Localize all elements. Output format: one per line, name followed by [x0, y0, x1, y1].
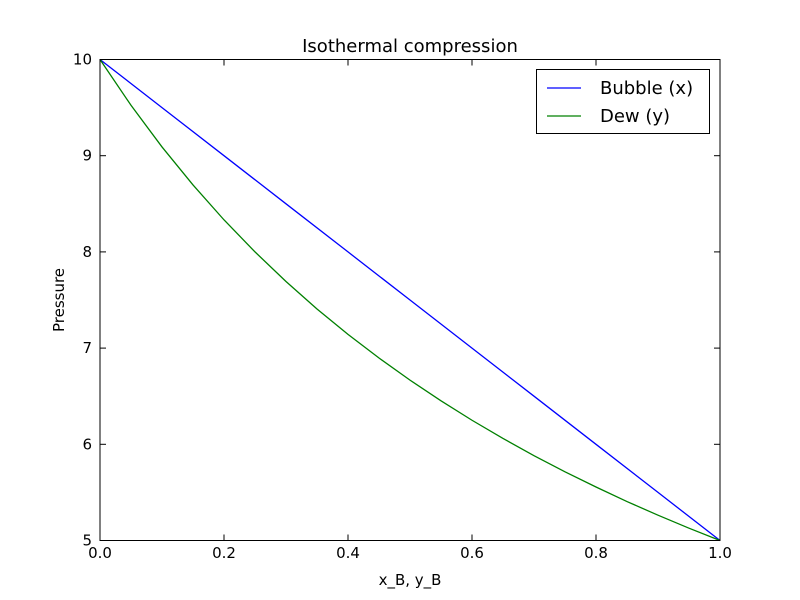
- y-tick-label: 6: [82, 435, 92, 453]
- series-line-dew: [99, 59, 721, 542]
- y-tick-label: 5: [82, 532, 92, 550]
- legend-label: Dew (y): [600, 106, 670, 127]
- x-tick-label: 0.4: [336, 544, 360, 562]
- y-tick-label: 7: [82, 339, 92, 357]
- x-axis-label: x_B, y_B: [379, 571, 442, 590]
- x-tick-label: 0.8: [584, 544, 608, 562]
- x-tick-label: 0.2: [212, 544, 236, 562]
- ticks-layer: 0.0 0.2 0.4 0.6 0.8 1.0 5 6 7 8 9 10: [73, 51, 732, 563]
- x-tick-label: 1.0: [708, 544, 732, 562]
- legend-label: Bubble (x): [600, 78, 693, 99]
- legend: Bubble (x) Dew (y): [536, 69, 710, 134]
- y-tick-label: 9: [82, 147, 92, 165]
- x-tick-label: 0.0: [88, 544, 112, 562]
- chart-title: Isothermal compression: [302, 36, 518, 57]
- x-tick-label: 0.6: [460, 544, 484, 562]
- y-tick-label: 8: [82, 243, 92, 261]
- y-tick-label: 10: [73, 51, 92, 69]
- y-axis-label: Pressure: [50, 268, 68, 332]
- legend-box: [536, 69, 710, 134]
- plot-frame: [99, 59, 721, 541]
- series-layer: [99, 58, 721, 542]
- series-line-bubble: [99, 58, 721, 542]
